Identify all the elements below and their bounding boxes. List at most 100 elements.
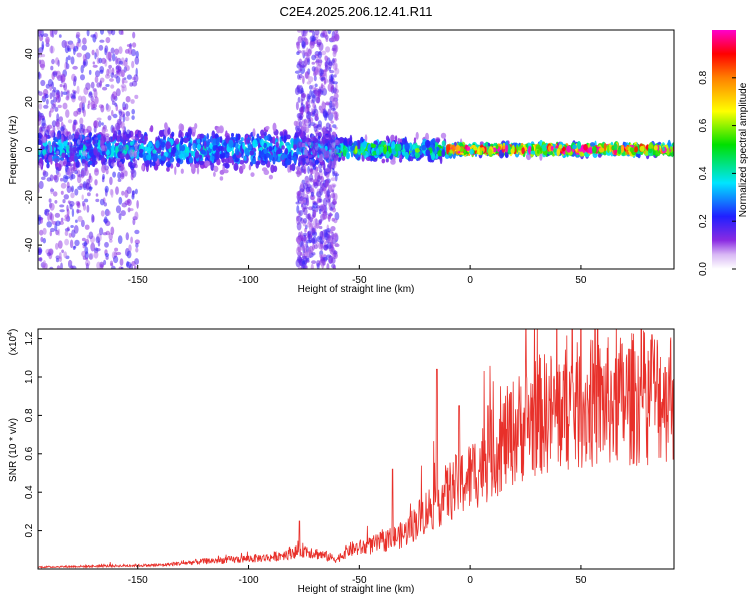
heatmap-cell-2360	[624, 142, 627, 147]
heatmap-cell-3591	[307, 141, 312, 146]
heatmap-cell-3783	[321, 76, 326, 81]
heatmap-cell-3213	[118, 60, 123, 65]
heatmap-cell-1055	[223, 169, 229, 174]
heatmap-cell-3762	[303, 135, 308, 142]
heatmap-cell-1073	[125, 153, 130, 161]
heatmap-cell-1646	[357, 140, 361, 150]
bottom-x-tick-label-0: -150	[128, 575, 148, 586]
heatmap-cell-3670	[332, 207, 336, 213]
heatmap-cell-1478	[399, 138, 403, 143]
heatmap-cell-3974	[319, 231, 324, 238]
heatmap-cell-3978	[322, 110, 329, 119]
heatmap-cell-1186	[146, 154, 151, 161]
heatmap-cell-3665	[327, 83, 333, 92]
heatmap-cell-3883	[316, 196, 320, 204]
heatmap-cell-3290	[314, 83, 318, 88]
heatmap-cell-3215	[77, 139, 81, 145]
heatmap-cell-3209	[88, 69, 92, 75]
heatmap-cell-3269	[38, 91, 43, 96]
heatmap-cell-1599	[397, 137, 401, 145]
heatmap-cell-3252	[59, 209, 65, 213]
heatmap-cell-3071	[38, 257, 43, 261]
heatmap-cell-1140	[233, 162, 239, 171]
heatmap-cell-2801	[93, 89, 98, 99]
heatmap-cell-3260	[103, 216, 108, 225]
heatmap-cell-3004	[135, 50, 139, 59]
heatmap-cell-2898	[90, 34, 96, 38]
heatmap-cell-3200	[118, 71, 124, 77]
heatmap-cell-3254	[79, 132, 83, 142]
heatmap-cell-2609	[76, 52, 82, 58]
heatmap-cell-3921	[327, 130, 331, 139]
heatmap-cell-3925	[300, 98, 304, 106]
heatmap-cell-2849	[72, 65, 78, 70]
heatmap-cell-3149	[50, 227, 55, 233]
heatmap-cell-3663	[321, 127, 327, 132]
heatmap-cell-3813	[301, 60, 305, 65]
heatmap-cell-3145	[81, 44, 88, 51]
heatmap-cell-3975	[313, 218, 319, 227]
heatmap-cell-3629	[322, 211, 327, 220]
heatmap-cell-3140	[49, 211, 53, 221]
heatmap-cell-2996	[76, 209, 82, 213]
heatmap-cell-3042	[86, 30, 90, 37]
heatmap-cell-3893	[301, 245, 306, 251]
heatmap-cell-3923	[323, 150, 330, 159]
heatmap-cell-3946	[310, 191, 315, 197]
heatmap-cell-3282	[81, 159, 86, 167]
bottom-x-tick-label-4: 50	[575, 575, 587, 586]
heatmap-cell-3407	[310, 263, 314, 269]
heatmap-cell-1624	[440, 132, 447, 139]
heatmap-cell-1103	[156, 146, 161, 154]
heatmap-cell-2603	[132, 42, 137, 48]
heatmap-cell-3205	[117, 235, 123, 245]
heatmap-cell-3091	[51, 58, 55, 65]
heatmap-cell-3219	[44, 209, 50, 213]
heatmap-cell-3245	[125, 96, 131, 103]
heatmap-cell-2925	[60, 217, 64, 222]
heatmap-cell-3087	[96, 82, 101, 88]
heatmap-cell-3969	[330, 177, 336, 182]
heatmap-cells	[38, 30, 674, 269]
heatmap-cell-820	[248, 164, 252, 171]
heatmap-cell-3233	[57, 59, 60, 67]
heatmap-cell-2823	[48, 110, 52, 118]
heatmap-cell-1214	[211, 130, 216, 139]
heatmap-cell-1178	[138, 148, 144, 153]
heatmap-cell-2548	[521, 147, 525, 155]
heatmap-cell-3207	[42, 260, 47, 267]
heatmap-cell-962	[252, 140, 255, 146]
heatmap-cell-2891	[99, 227, 104, 236]
heatmap-cell-3061	[77, 215, 83, 222]
heatmap-cell-3033	[66, 226, 70, 231]
heatmap-cell-3832	[332, 98, 338, 107]
heatmap-cell-2751	[125, 232, 129, 241]
colorbar: 0.0 0.2 0.4 0.6 0.8 Normalized spectral ampl…	[698, 30, 749, 276]
heatmap-cell-2767	[49, 230, 52, 237]
heatmap-cell-1172	[285, 159, 291, 166]
heatmap-cell-2551	[455, 144, 461, 152]
heatmap-cell-2811	[107, 51, 112, 61]
heatmap-cell-2978	[55, 70, 61, 79]
heatmap-cell-850	[87, 160, 93, 165]
heatmap-cell-3105	[125, 57, 128, 62]
heatmap-cell-2861	[71, 229, 76, 238]
heatmap-cell-2892	[54, 212, 61, 218]
top-y-tick-label-0: -40	[24, 237, 35, 252]
heatmap-cell-3114	[53, 86, 57, 93]
heatmap-cell-2679	[134, 265, 137, 269]
heatmap-cell-3172	[67, 167, 72, 177]
heatmap-cell-999	[263, 135, 269, 141]
heatmap-cell-1536	[390, 159, 396, 165]
heatmap-cell-649	[171, 131, 175, 138]
heatmap-cell-2689	[60, 182, 67, 189]
heatmap-cell-2831	[63, 82, 68, 91]
heatmap-cell-3011	[112, 171, 116, 178]
heatmap-cell-3573	[312, 102, 316, 109]
heatmap-cell-3847	[298, 68, 303, 72]
heatmap-cell-2785	[130, 169, 135, 174]
heatmap-cell-2935	[64, 176, 70, 180]
heatmap-cell-1158	[210, 135, 213, 143]
heatmap-cell-1084	[228, 139, 234, 148]
heatmap-cell-3691	[305, 213, 311, 219]
